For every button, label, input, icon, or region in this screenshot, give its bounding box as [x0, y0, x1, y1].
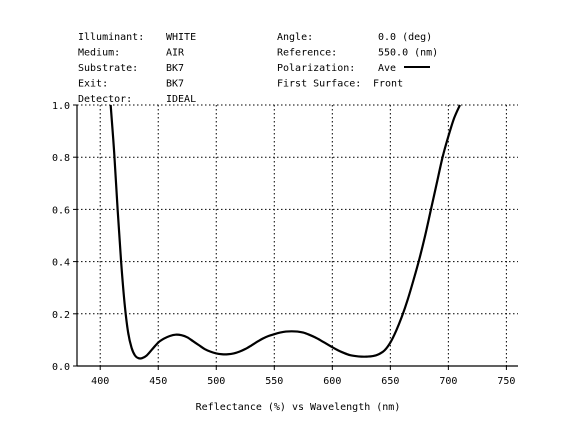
- header-left-value: IDEAL: [166, 94, 196, 105]
- y-tick-label: 0.8: [52, 153, 70, 164]
- x-tick-label: 700: [439, 376, 457, 387]
- header-left-label: Illuminant:: [78, 32, 144, 43]
- header-left-value: WHITE: [166, 32, 196, 43]
- reflectance-curve: [109, 104, 461, 360]
- grid-lines: [77, 104, 518, 367]
- header-left-label: Exit:: [78, 79, 108, 90]
- header-right-label: Reference:: [277, 48, 337, 59]
- y-tick-label: 0.6: [52, 205, 70, 216]
- axes: [73, 104, 518, 370]
- x-axis-label: Reflectance (%) vs Wavelength (nm): [196, 402, 401, 413]
- header-right-value: Ave: [378, 63, 396, 74]
- data-series: [109, 104, 461, 360]
- header-right-label: Angle:: [277, 32, 313, 43]
- header-left-value: AIR: [166, 48, 185, 59]
- header-right-value: Front: [373, 79, 403, 90]
- x-tick-label: 400: [91, 376, 109, 387]
- header-right-value: 0.0 (deg): [378, 32, 432, 43]
- x-tick-label: 550: [265, 376, 283, 387]
- header-left-value: BK7: [166, 63, 184, 74]
- y-tick-label: 1.0: [52, 101, 70, 112]
- y-tick-label: 0.4: [52, 258, 70, 269]
- x-tick-label: 500: [207, 376, 225, 387]
- header-left-label: Medium:: [78, 48, 120, 59]
- x-tick-label: 600: [323, 376, 341, 387]
- header-right-value: 550.0 (nm): [378, 48, 438, 59]
- header-info: Illuminant: WHITE Medium: AIR Substrate: BK7 E…: [78, 32, 438, 105]
- y-tick-label: 0.0: [52, 362, 70, 373]
- header-left-label: Detector:: [78, 94, 132, 105]
- header-right-label: Polarization:: [277, 63, 355, 74]
- header-left-label: Substrate:: [78, 63, 138, 74]
- header-left-value: BK7: [166, 79, 184, 90]
- x-tick-label: 650: [381, 376, 399, 387]
- tick-labels: 400 450 500 550 600 650 700 750 0.0 0.2 0.4 0.6 0.8 1…: [52, 101, 515, 387]
- header-right-label: First Surface:: [277, 79, 361, 90]
- x-tick-label: 750: [497, 376, 515, 387]
- x-tick-label: 450: [149, 376, 167, 387]
- y-tick-label: 0.2: [52, 310, 70, 321]
